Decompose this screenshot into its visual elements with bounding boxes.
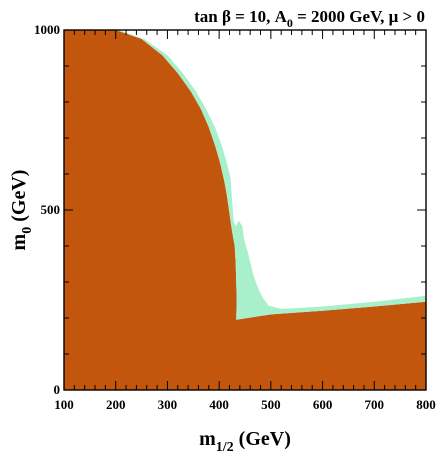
x-tick-label: 300 [158,397,178,412]
y-tick-labels: 0 500 1000 [34,22,60,397]
region-layer [64,30,426,390]
chart-title: tan β = 10, A0 = 2000 GeV, μ > 0 [194,7,425,30]
region-0 [64,30,426,390]
axis-ticks [63,29,427,391]
x-tick-label: 400 [209,397,229,412]
x-tick-label: 200 [106,397,126,412]
y-tick-label: 500 [41,202,61,217]
x-tick-labels: 100 200 300 400 500 600 700 800 [54,397,436,412]
y-tick-label: 0 [54,382,61,397]
x-tick-label: 500 [261,397,281,412]
x-tick-label: 700 [365,397,385,412]
x-tick-label: 600 [313,397,333,412]
x-tick-label: 800 [416,397,436,412]
y-axis-title: m0 (GeV) [8,170,35,251]
y-tick-label: 1000 [34,22,60,37]
x-axis-title: m1/2 (GeV) [199,428,291,455]
x-tick-label: 100 [54,397,74,412]
